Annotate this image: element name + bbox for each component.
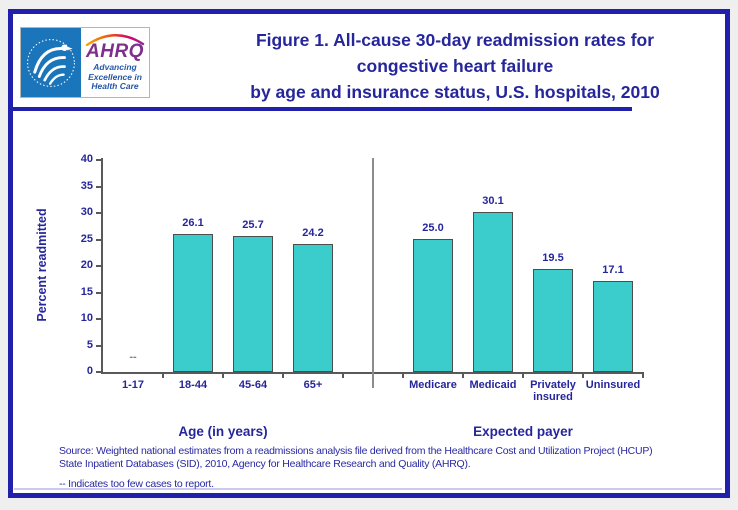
y-axis-tick bbox=[96, 185, 101, 188]
bar-privately-insured bbox=[533, 269, 573, 372]
y-tick-label: 5 bbox=[86, 338, 93, 351]
y-tick-label: 10 bbox=[80, 312, 93, 324]
x-axis-tick bbox=[582, 374, 584, 378]
ahrq-tagline-line: Excellence in bbox=[88, 71, 142, 82]
figure-title-line: congestive heart failure bbox=[356, 56, 554, 76]
figure-title-line: by age and insurance status, U.S. hospit… bbox=[250, 82, 660, 102]
ahrq-tagline-line: Advancing bbox=[93, 62, 137, 73]
source-note-line: Source: Weighted national estimates from… bbox=[59, 445, 653, 457]
ahrq-tagline-line: Health Care bbox=[91, 81, 139, 92]
y-axis-tick bbox=[96, 265, 101, 267]
ahrq-wordmark: AHRQ bbox=[86, 41, 144, 63]
y-axis-title: Percent readmitted bbox=[35, 208, 49, 322]
y-tick-label: 25 bbox=[80, 232, 93, 245]
rainbow-arc-icon bbox=[85, 34, 145, 47]
x-axis-tick bbox=[162, 374, 164, 378]
y-tick-label: 40 bbox=[80, 153, 93, 165]
x-category-label-45-64: 45-64 bbox=[238, 379, 268, 391]
bar-value-label-18-44: 26.1 bbox=[182, 217, 204, 229]
x-category-label-1-17: 1-17 bbox=[121, 379, 145, 391]
group-divider-line bbox=[372, 158, 374, 388]
y-axis-tick bbox=[96, 318, 101, 320]
ahrq-tagline: Advancing Excellence in Health Care bbox=[88, 63, 142, 92]
bar-value-label-65: 24.2 bbox=[302, 227, 324, 239]
x-category-label-privately-insured: Privately insured bbox=[530, 379, 576, 403]
y-tick-label: 20 bbox=[80, 259, 93, 271]
bar-value-label-privately-insured: 19.5 bbox=[542, 252, 564, 264]
source-note-line: State Inpatient Databases (SID), 2010, A… bbox=[59, 458, 471, 470]
x-category-label-18-44: 18-44 bbox=[178, 379, 208, 391]
y-axis-line bbox=[101, 158, 103, 373]
bar-medicare bbox=[413, 239, 453, 372]
header-divider bbox=[10, 107, 632, 111]
bar-value-label-uninsured: 17.1 bbox=[602, 264, 624, 276]
bar-18-44 bbox=[173, 234, 213, 372]
x-category-label-uninsured: Uninsured bbox=[585, 379, 641, 391]
y-tick-label: 15 bbox=[80, 285, 93, 298]
x-axis-tick bbox=[402, 374, 404, 378]
y-tick-label: 35 bbox=[80, 179, 93, 192]
frame-inner-accent bbox=[14, 488, 722, 490]
x-axis-tick bbox=[342, 374, 344, 378]
no-data-marker-1-17: -- bbox=[129, 351, 137, 363]
bar-65 bbox=[293, 244, 333, 372]
bar-value-label-45-64: 25.7 bbox=[242, 219, 264, 231]
y-axis-tick bbox=[96, 344, 101, 347]
x-group-label-payer: Expected payer bbox=[473, 424, 573, 439]
y-axis-tick bbox=[96, 212, 101, 214]
x-axis-tick bbox=[642, 374, 644, 378]
bar-value-label-medicaid: 30.1 bbox=[482, 195, 504, 207]
y-axis-tick bbox=[96, 291, 101, 294]
figure-title-line: Figure 1. All-cause 30-day readmission r… bbox=[255, 30, 655, 50]
y-axis-tick bbox=[96, 159, 101, 161]
footnote: -- Indicates too few cases to report. bbox=[59, 478, 214, 490]
y-axis-tick bbox=[96, 371, 101, 373]
x-category-label-medicare: Medicare bbox=[409, 379, 457, 391]
y-tick-label: 30 bbox=[80, 206, 93, 218]
bar-value-label-medicare: 25.0 bbox=[422, 222, 444, 234]
x-axis-tick bbox=[462, 374, 464, 378]
x-category-label-65: 65+ bbox=[303, 379, 323, 391]
y-axis-tick bbox=[96, 238, 101, 241]
ahrq-logo-text-panel: AHRQ Advancing Excellence in Health Care bbox=[81, 28, 149, 97]
y-tick-label: 0 bbox=[86, 365, 93, 377]
bar-uninsured bbox=[593, 281, 633, 372]
x-group-label-age: Age (in years) bbox=[178, 424, 268, 439]
x-axis-tick bbox=[522, 374, 524, 378]
x-category-label-medicaid: Medicaid bbox=[469, 379, 517, 391]
figure-title: Figure 1. All-cause 30-day readmission r… bbox=[190, 27, 720, 105]
x-axis-tick bbox=[282, 374, 284, 378]
ahrq-logo: AHRQ Advancing Excellence in Health Care bbox=[20, 27, 150, 98]
source-note: Source: Weighted national estimates from… bbox=[59, 445, 723, 471]
bar-45-64 bbox=[233, 236, 273, 372]
hhs-eagle-icon bbox=[21, 28, 81, 97]
x-axis-tick bbox=[222, 374, 224, 378]
bar-medicaid bbox=[473, 212, 513, 372]
